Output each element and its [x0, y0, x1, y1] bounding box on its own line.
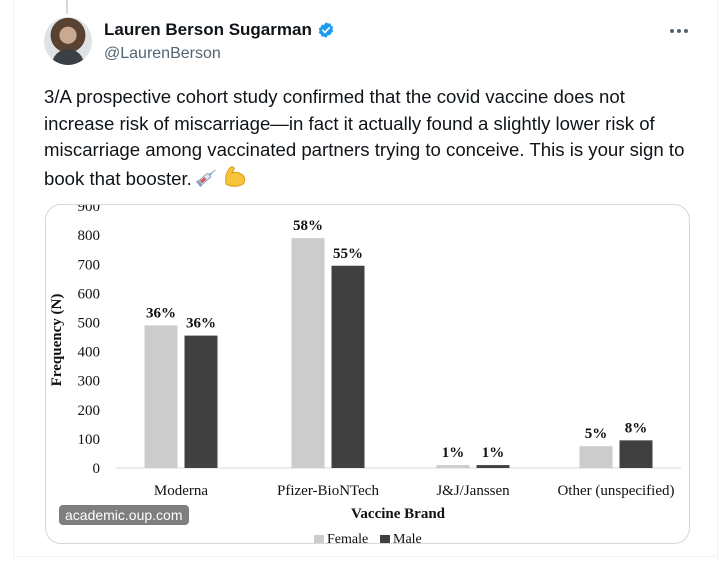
x-tick-label: Pfizer-BioNTech	[277, 483, 379, 499]
bar-data-label: 1%	[482, 445, 505, 461]
thread-connector-line	[66, 0, 68, 14]
more-options-button[interactable]	[664, 18, 694, 44]
left-column-border	[0, 0, 14, 561]
right-column-border	[717, 0, 727, 561]
y-axis-label: Frequency (N)	[49, 294, 65, 387]
bar-data-label: 1%	[442, 445, 465, 461]
author-name-row: Lauren Berson Sugarman	[104, 20, 335, 40]
legend-label-male: Male	[393, 532, 422, 544]
y-tick-label: 100	[78, 432, 101, 448]
x-tick-label: Moderna	[154, 483, 208, 499]
bar-female	[144, 325, 178, 468]
y-tick-label: 800	[78, 228, 101, 244]
legend-swatch-female	[314, 535, 324, 543]
y-tick-label: 400	[78, 345, 101, 361]
tweet-text: 3/A prospective cohort study confirmed t…	[44, 84, 694, 192]
bar-data-label: 36%	[186, 316, 216, 332]
tweet-divider	[14, 556, 717, 557]
y-tick-label: 300	[78, 374, 101, 390]
avatar[interactable]	[44, 17, 92, 65]
bar-male	[331, 265, 365, 468]
vaccine-brand-bar-chart: 0 100 200 300 400 500 600 700 800 900 Frequency (N…	[49, 205, 681, 544]
syringe-icon	[195, 169, 216, 187]
bar-male	[619, 440, 653, 468]
y-tick-label: 900	[78, 205, 101, 215]
bar-male	[476, 465, 510, 468]
legend-swatch-male	[380, 535, 390, 543]
media-source-watermark[interactable]: academic.oup.com	[59, 505, 189, 525]
author-handle[interactable]: @LaurenBerson	[104, 45, 221, 62]
more-dot-icon	[670, 29, 674, 33]
flexed-biceps-icon	[224, 165, 246, 187]
x-axis-label: Vaccine Brand	[351, 506, 446, 522]
more-dot-icon	[684, 29, 688, 33]
bar-data-label: 36%	[146, 305, 176, 321]
more-dot-icon	[677, 29, 681, 33]
y-tick-label: 0	[93, 461, 101, 477]
tweet-body: 3/A prospective cohort study confirmed t…	[44, 86, 685, 189]
verified-badge-icon	[318, 22, 333, 38]
tweet-media-card[interactable]: 0 100 200 300 400 500 600 700 800 900 Frequency (N…	[45, 204, 690, 544]
bar-male	[184, 335, 218, 468]
bar-female	[579, 446, 613, 468]
bar-female	[436, 465, 470, 468]
y-tick-label: 700	[78, 257, 101, 273]
bar-data-label: 55%	[333, 246, 363, 262]
y-tick-label: 500	[78, 316, 101, 332]
y-tick-label: 200	[78, 403, 101, 419]
x-tick-label: Other (unspecified)	[557, 483, 674, 499]
author-display-name[interactable]: Lauren Berson Sugarman	[104, 20, 312, 39]
bar-data-label: 8%	[625, 420, 648, 436]
y-tick-label: 600	[78, 286, 101, 302]
bar-female	[291, 238, 325, 468]
x-tick-label: J&J/Janssen	[436, 483, 510, 499]
bar-data-label: 58%	[293, 218, 323, 234]
legend-label-female: Female	[327, 532, 368, 544]
bar-data-label: 5%	[585, 426, 608, 442]
